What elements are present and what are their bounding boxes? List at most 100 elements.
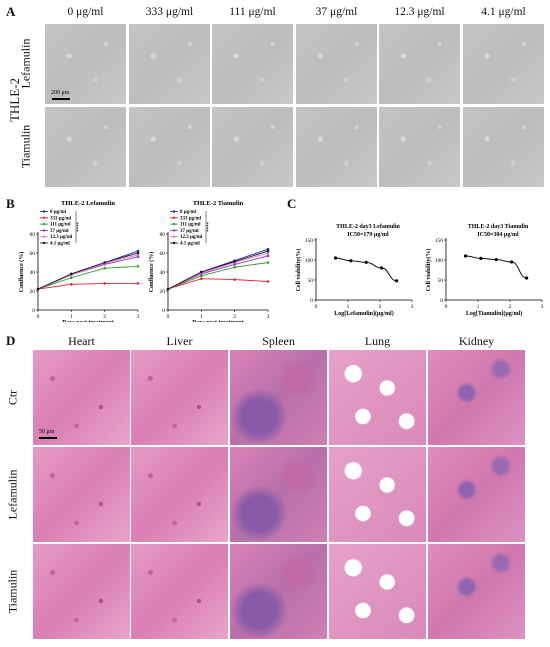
- data-point: [233, 265, 236, 269]
- y-axis-label: Cell viability(%): [295, 249, 302, 292]
- x-tick-label: 0: [315, 304, 318, 310]
- histology-micrograph: [428, 350, 525, 445]
- brightfield-micrograph: [379, 107, 460, 187]
- panel-d-row-label: Lefamulin: [5, 469, 20, 519]
- panel-d-column-header: Spleen: [262, 334, 295, 348]
- panel-letter-c: C: [287, 196, 297, 211]
- series-line: [167, 262, 269, 290]
- x-tick-label: 1: [477, 304, 480, 310]
- histology-micrograph: [230, 544, 327, 639]
- histology-micrograph: [33, 350, 130, 445]
- legend-marker: [42, 222, 46, 226]
- y-axis-label: Confluence (%): [18, 252, 25, 293]
- chart-subtitle: IC50=304 μg/ml: [477, 232, 519, 238]
- panel-d-column-header: Liver: [166, 334, 193, 348]
- x-tick-label: 2: [509, 304, 512, 310]
- brightfield-micrograph: [129, 107, 210, 187]
- data-point: [525, 276, 529, 280]
- brightfield-micrograph: [212, 107, 293, 187]
- data-point: [103, 282, 106, 285]
- panel-a-column-header: 111 μg/ml: [229, 6, 276, 18]
- data-point: [36, 287, 40, 291]
- panel-a-scale-bar: [52, 98, 70, 100]
- chart-title: THLE-2 day3 Lefamulin: [336, 224, 400, 230]
- histology-micrograph: [329, 447, 426, 542]
- data-point: [266, 249, 270, 253]
- legend-marker: [42, 241, 46, 245]
- data-point: [136, 251, 140, 255]
- series-line: [167, 278, 269, 290]
- x-axis-label: Days post treatment: [62, 320, 114, 322]
- significance-label: ****: [207, 222, 212, 233]
- panel-letter-d: D: [6, 333, 16, 348]
- legend-entry: 37 μg/ml: [50, 229, 69, 234]
- panel-a-scale-bar-label: 200 μm: [51, 90, 70, 96]
- x-axis-label: Log[Lefamulin](μg/ml): [334, 310, 393, 317]
- series-line: [37, 282, 138, 290]
- panel-a-row-label: Lefamulin: [18, 38, 33, 89]
- panel-d-column-header: Lung: [364, 334, 391, 348]
- y-tick-label: 60: [30, 251, 36, 257]
- y-axis-label: Cell viability(%): [425, 249, 432, 292]
- legend-marker: [42, 235, 46, 238]
- data-point: [349, 259, 353, 263]
- x-tick-label: 0: [37, 314, 40, 320]
- histology-micrograph: [329, 350, 426, 445]
- x-axis-label: Days post treatment: [192, 320, 244, 322]
- y-tick-label: 20: [30, 289, 36, 295]
- data-point: [136, 282, 140, 285]
- x-tick-label: 2: [379, 304, 382, 310]
- histology-micrograph: [230, 447, 327, 542]
- panel-a-column-header: 12.3 μg/ml: [394, 6, 445, 18]
- y-tick-label: 150: [435, 238, 444, 244]
- data-point: [70, 283, 73, 286]
- brightfield-micrograph: [129, 24, 210, 104]
- y-tick-label: 0: [162, 308, 165, 314]
- legend-entry: 12.3 μg/ml: [180, 235, 203, 240]
- data-point: [395, 279, 399, 283]
- histology-micrograph: [131, 350, 228, 445]
- panel-a-row-label: Tiamulin: [18, 124, 33, 169]
- histology-micrograph: [131, 447, 228, 542]
- y-tick-label: 40: [160, 270, 166, 276]
- histology-micrograph: [428, 544, 525, 639]
- data-point: [494, 258, 498, 262]
- x-tick-label: 0: [445, 304, 448, 310]
- y-tick-label: 0: [310, 298, 313, 304]
- data-point: [463, 254, 468, 258]
- panel-c-tiamulin-chart: THLE-2 day3 Tiamulin IC50=304 μg/ml 0 50 100…: [425, 224, 544, 317]
- y-axis-label: Confluence (%): [148, 252, 155, 293]
- y-tick-label: 150: [305, 238, 314, 244]
- data-point: [479, 256, 483, 260]
- y-tick-label: 20: [160, 289, 166, 295]
- x-tick-label: 1: [200, 314, 203, 320]
- panel-a-column-header: 333 μg/ml: [145, 6, 194, 18]
- y-tick-label: 50: [438, 278, 444, 284]
- brightfield-micrograph: [296, 24, 377, 104]
- legend-entry: 12.3 μg/ml: [50, 235, 73, 240]
- histology-micrograph: [131, 544, 228, 639]
- legend-marker: [172, 235, 176, 238]
- y-tick-label: 100: [305, 258, 314, 264]
- histology-micrograph: [329, 544, 426, 639]
- data-point: [233, 263, 236, 266]
- x-tick-label: 3: [137, 314, 140, 320]
- data-point: [136, 265, 140, 268]
- chart-title: THLE-2 Tiamulin: [193, 200, 244, 207]
- y-tick-label: 80: [30, 232, 36, 238]
- y-tick-label: 40: [30, 270, 36, 276]
- data-point: [233, 260, 236, 263]
- brightfield-micrograph: [463, 107, 544, 187]
- legend-entry: 0 μg/ml: [50, 210, 67, 215]
- legend-entry: 37 μg/ml: [180, 229, 199, 234]
- y-tick-label: 0: [32, 308, 35, 314]
- series-line: [167, 252, 269, 290]
- brightfield-micrograph: [296, 107, 377, 187]
- histology-micrograph: [33, 447, 130, 542]
- chart-title: THLE-2 Lefamulin: [61, 200, 115, 207]
- x-tick-label: 3: [411, 304, 414, 310]
- legend-marker: [42, 229, 46, 232]
- panel-d-scale-bar-label: 50 μm: [39, 429, 55, 435]
- series-line: [167, 250, 269, 290]
- data-point: [136, 255, 140, 259]
